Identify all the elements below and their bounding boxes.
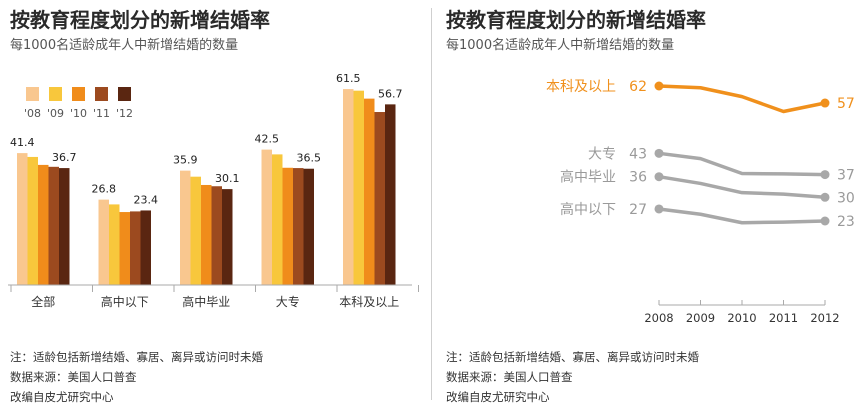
data-label: 23.4 bbox=[134, 193, 159, 206]
legend-swatch-1 bbox=[49, 87, 62, 101]
series-line bbox=[658, 151, 826, 177]
bar-chart: '08 '09 '10 '11 '12 全部 高中以下 高中毕业 大专 本科及以上 41.4 36.7… bbox=[8, 72, 419, 309]
chart-subtitle: 每1000名适龄成年人中新增结婚的数量 bbox=[446, 38, 675, 53]
source-text: 数据来源：美国人口普查 bbox=[446, 370, 573, 384]
chart-subtitle: 每1000名适龄成年人中新增结婚的数量 bbox=[10, 38, 239, 53]
data-label: 61.5 bbox=[336, 72, 361, 85]
x-tick-label: 2010 bbox=[727, 311, 756, 325]
note-text: 注：适龄包括新增结婚、寡居、离异或访问时未婚 bbox=[10, 350, 263, 364]
x-tick-label: 2009 bbox=[686, 311, 715, 325]
bar bbox=[48, 166, 59, 285]
bar bbox=[374, 112, 385, 285]
end-value-label: 30 bbox=[837, 190, 855, 206]
series-line bbox=[658, 174, 826, 200]
bar-chart-panel: 按教育程度划分的新增结婚率 每1000名适龄成年人中新增结婚的数量 '08 '09… bbox=[0, 0, 426, 409]
series-name-label: 高中毕业 bbox=[560, 169, 616, 186]
series-point-end bbox=[820, 98, 830, 108]
chart-notes: 注：适龄包括新增结婚、寡居、离异或访问时未婚 数据来源：美国人口普查 改编自皮尤… bbox=[10, 347, 263, 407]
bar bbox=[59, 168, 70, 285]
legend-swatch-4 bbox=[118, 87, 131, 101]
legend-swatch-0 bbox=[26, 87, 39, 101]
series-point-end bbox=[820, 216, 830, 226]
bar bbox=[119, 212, 130, 285]
bar bbox=[201, 184, 212, 285]
legend-label-1: '09 bbox=[47, 107, 64, 120]
end-value-label: 37 bbox=[837, 168, 855, 184]
series-point-start bbox=[654, 172, 664, 182]
chart-title: 按教育程度划分的新增结婚率 bbox=[446, 8, 706, 32]
category-label: 高中以下 bbox=[101, 294, 149, 309]
series-point-end bbox=[820, 192, 830, 202]
data-label: 42.5 bbox=[255, 133, 280, 146]
series-point-start bbox=[654, 81, 664, 91]
end-value-label: 23 bbox=[837, 214, 855, 230]
bar bbox=[272, 154, 283, 285]
line-chart-panel: 按教育程度划分的新增结婚率 每1000名适龄成年人中新增结婚的数量 62 本科及以… bbox=[436, 0, 856, 409]
bar bbox=[222, 189, 233, 285]
bar bbox=[190, 176, 201, 285]
legend-label-3: '11 bbox=[93, 107, 110, 120]
series-name-label: 大专 bbox=[588, 146, 616, 162]
x-tick-label: 2008 bbox=[644, 311, 673, 325]
end-value-label: 57 bbox=[837, 96, 855, 112]
category-label: 高中毕业 bbox=[182, 294, 230, 309]
category-label: 全部 bbox=[31, 294, 55, 309]
source-text: 数据来源：美国人口普查 bbox=[10, 370, 137, 384]
bar bbox=[303, 168, 314, 285]
data-label: 35.9 bbox=[173, 154, 198, 167]
legend-label-0: '08 bbox=[24, 107, 41, 120]
legend-swatch-3 bbox=[95, 87, 108, 101]
bar bbox=[38, 164, 49, 285]
chart-notes: 注：适龄包括新增结婚、寡居、离异或访问时未婚 数据来源：美国人口普查 改编自皮尤… bbox=[446, 347, 699, 407]
bar bbox=[353, 90, 364, 286]
bar bbox=[27, 156, 38, 285]
legend-swatch-2 bbox=[72, 87, 85, 101]
start-value-label: 62 bbox=[629, 79, 647, 95]
bar bbox=[130, 211, 141, 285]
bar bbox=[385, 104, 396, 286]
category-label: 本科及以上 bbox=[339, 295, 399, 309]
x-tick-label: 2011 bbox=[769, 311, 798, 325]
category-label: 大专 bbox=[276, 294, 300, 309]
bar bbox=[364, 98, 375, 285]
data-label: 26.8 bbox=[92, 183, 117, 196]
bar bbox=[211, 186, 222, 285]
bar bbox=[293, 168, 304, 285]
x-tick-label: 2012 bbox=[810, 311, 839, 325]
bar bbox=[98, 199, 109, 285]
note-text: 注：适龄包括新增结婚、寡居、离异或访问时未婚 bbox=[446, 350, 699, 364]
series-name-label: 高中以下 bbox=[560, 201, 616, 218]
bar bbox=[17, 153, 28, 285]
start-value-label: 36 bbox=[629, 170, 647, 186]
legend-label-4: '12 bbox=[116, 107, 133, 120]
start-value-label: 43 bbox=[629, 146, 647, 162]
data-label: 36.7 bbox=[52, 151, 77, 164]
adapted-text: 改编自皮尤研究中心 bbox=[446, 390, 550, 404]
bar bbox=[282, 167, 293, 285]
chart-title: 按教育程度划分的新增结婚率 bbox=[10, 8, 270, 32]
panel-divider bbox=[431, 8, 432, 400]
line-chart: 62 本科及以上 57 43 大专 37 36 高中毕业 30 27 高中以下 23 2008 2009 2… bbox=[546, 79, 855, 325]
legend-label-2: '10 bbox=[70, 107, 87, 120]
bar bbox=[140, 210, 151, 285]
series-point-start bbox=[654, 204, 664, 214]
adapted-text: 改编自皮尤研究中心 bbox=[10, 390, 114, 404]
bar bbox=[180, 170, 191, 285]
bar bbox=[343, 89, 354, 285]
data-label: 41.4 bbox=[10, 136, 35, 149]
series-line bbox=[658, 84, 826, 114]
series-point-end bbox=[820, 170, 830, 180]
series-name-label: 本科及以上 bbox=[546, 79, 616, 95]
series-point-start bbox=[654, 148, 664, 158]
data-label: 36.5 bbox=[297, 152, 322, 165]
series-line bbox=[658, 207, 826, 225]
bar bbox=[109, 204, 120, 285]
bar bbox=[261, 149, 272, 285]
start-value-label: 27 bbox=[629, 202, 647, 218]
data-label: 30.1 bbox=[215, 172, 240, 185]
data-label: 56.7 bbox=[378, 87, 403, 100]
